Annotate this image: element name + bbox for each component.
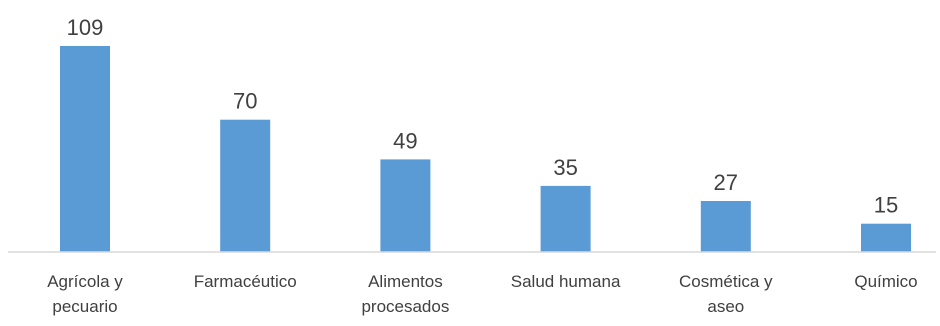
bar-1	[220, 119, 271, 252]
category-label-0-line-0: Agrícola y	[47, 272, 123, 291]
category-label-4: Cosmética y aseo	[679, 272, 773, 316]
category-label-0: Agrícola y pecuario	[47, 272, 123, 316]
bars-layer	[60, 46, 911, 252]
bar-5	[861, 223, 911, 252]
data-label-0: 109	[67, 15, 104, 40]
category-label-4-line-1: aseo	[707, 297, 744, 316]
data-label-5: 15	[874, 193, 898, 218]
category-label-4-line-0: Cosmética y	[679, 272, 773, 291]
category-label-3: Salud humana	[511, 272, 621, 291]
category-label-2-line-1: procesados	[361, 297, 449, 316]
category-labels-layer: Agrícola y pecuario Farmacéutico Alimentos p…	[47, 272, 917, 316]
category-label-5-line-0: Químico	[854, 272, 917, 291]
data-label-4: 27	[714, 170, 738, 195]
category-label-1-line-0: Farmacéutico	[194, 272, 297, 291]
bar-2	[380, 159, 431, 252]
category-label-5: Químico	[854, 272, 917, 291]
data-label-2: 49	[393, 128, 417, 153]
category-label-2-line-0: Alimentos	[368, 272, 443, 291]
value-labels-layer: 109 70 49 35 27 15	[67, 15, 899, 218]
bar-3	[540, 185, 591, 252]
category-label-2: Alimentos procesados	[361, 272, 449, 316]
data-label-1: 70	[233, 89, 257, 114]
bar-0	[60, 46, 110, 252]
category-label-3-line-0: Salud humana	[511, 272, 621, 291]
category-label-0-line-1: pecuario	[52, 297, 117, 316]
bar-4	[700, 201, 751, 252]
category-label-1: Farmacéutico	[194, 272, 297, 291]
data-label-3: 35	[553, 155, 577, 180]
